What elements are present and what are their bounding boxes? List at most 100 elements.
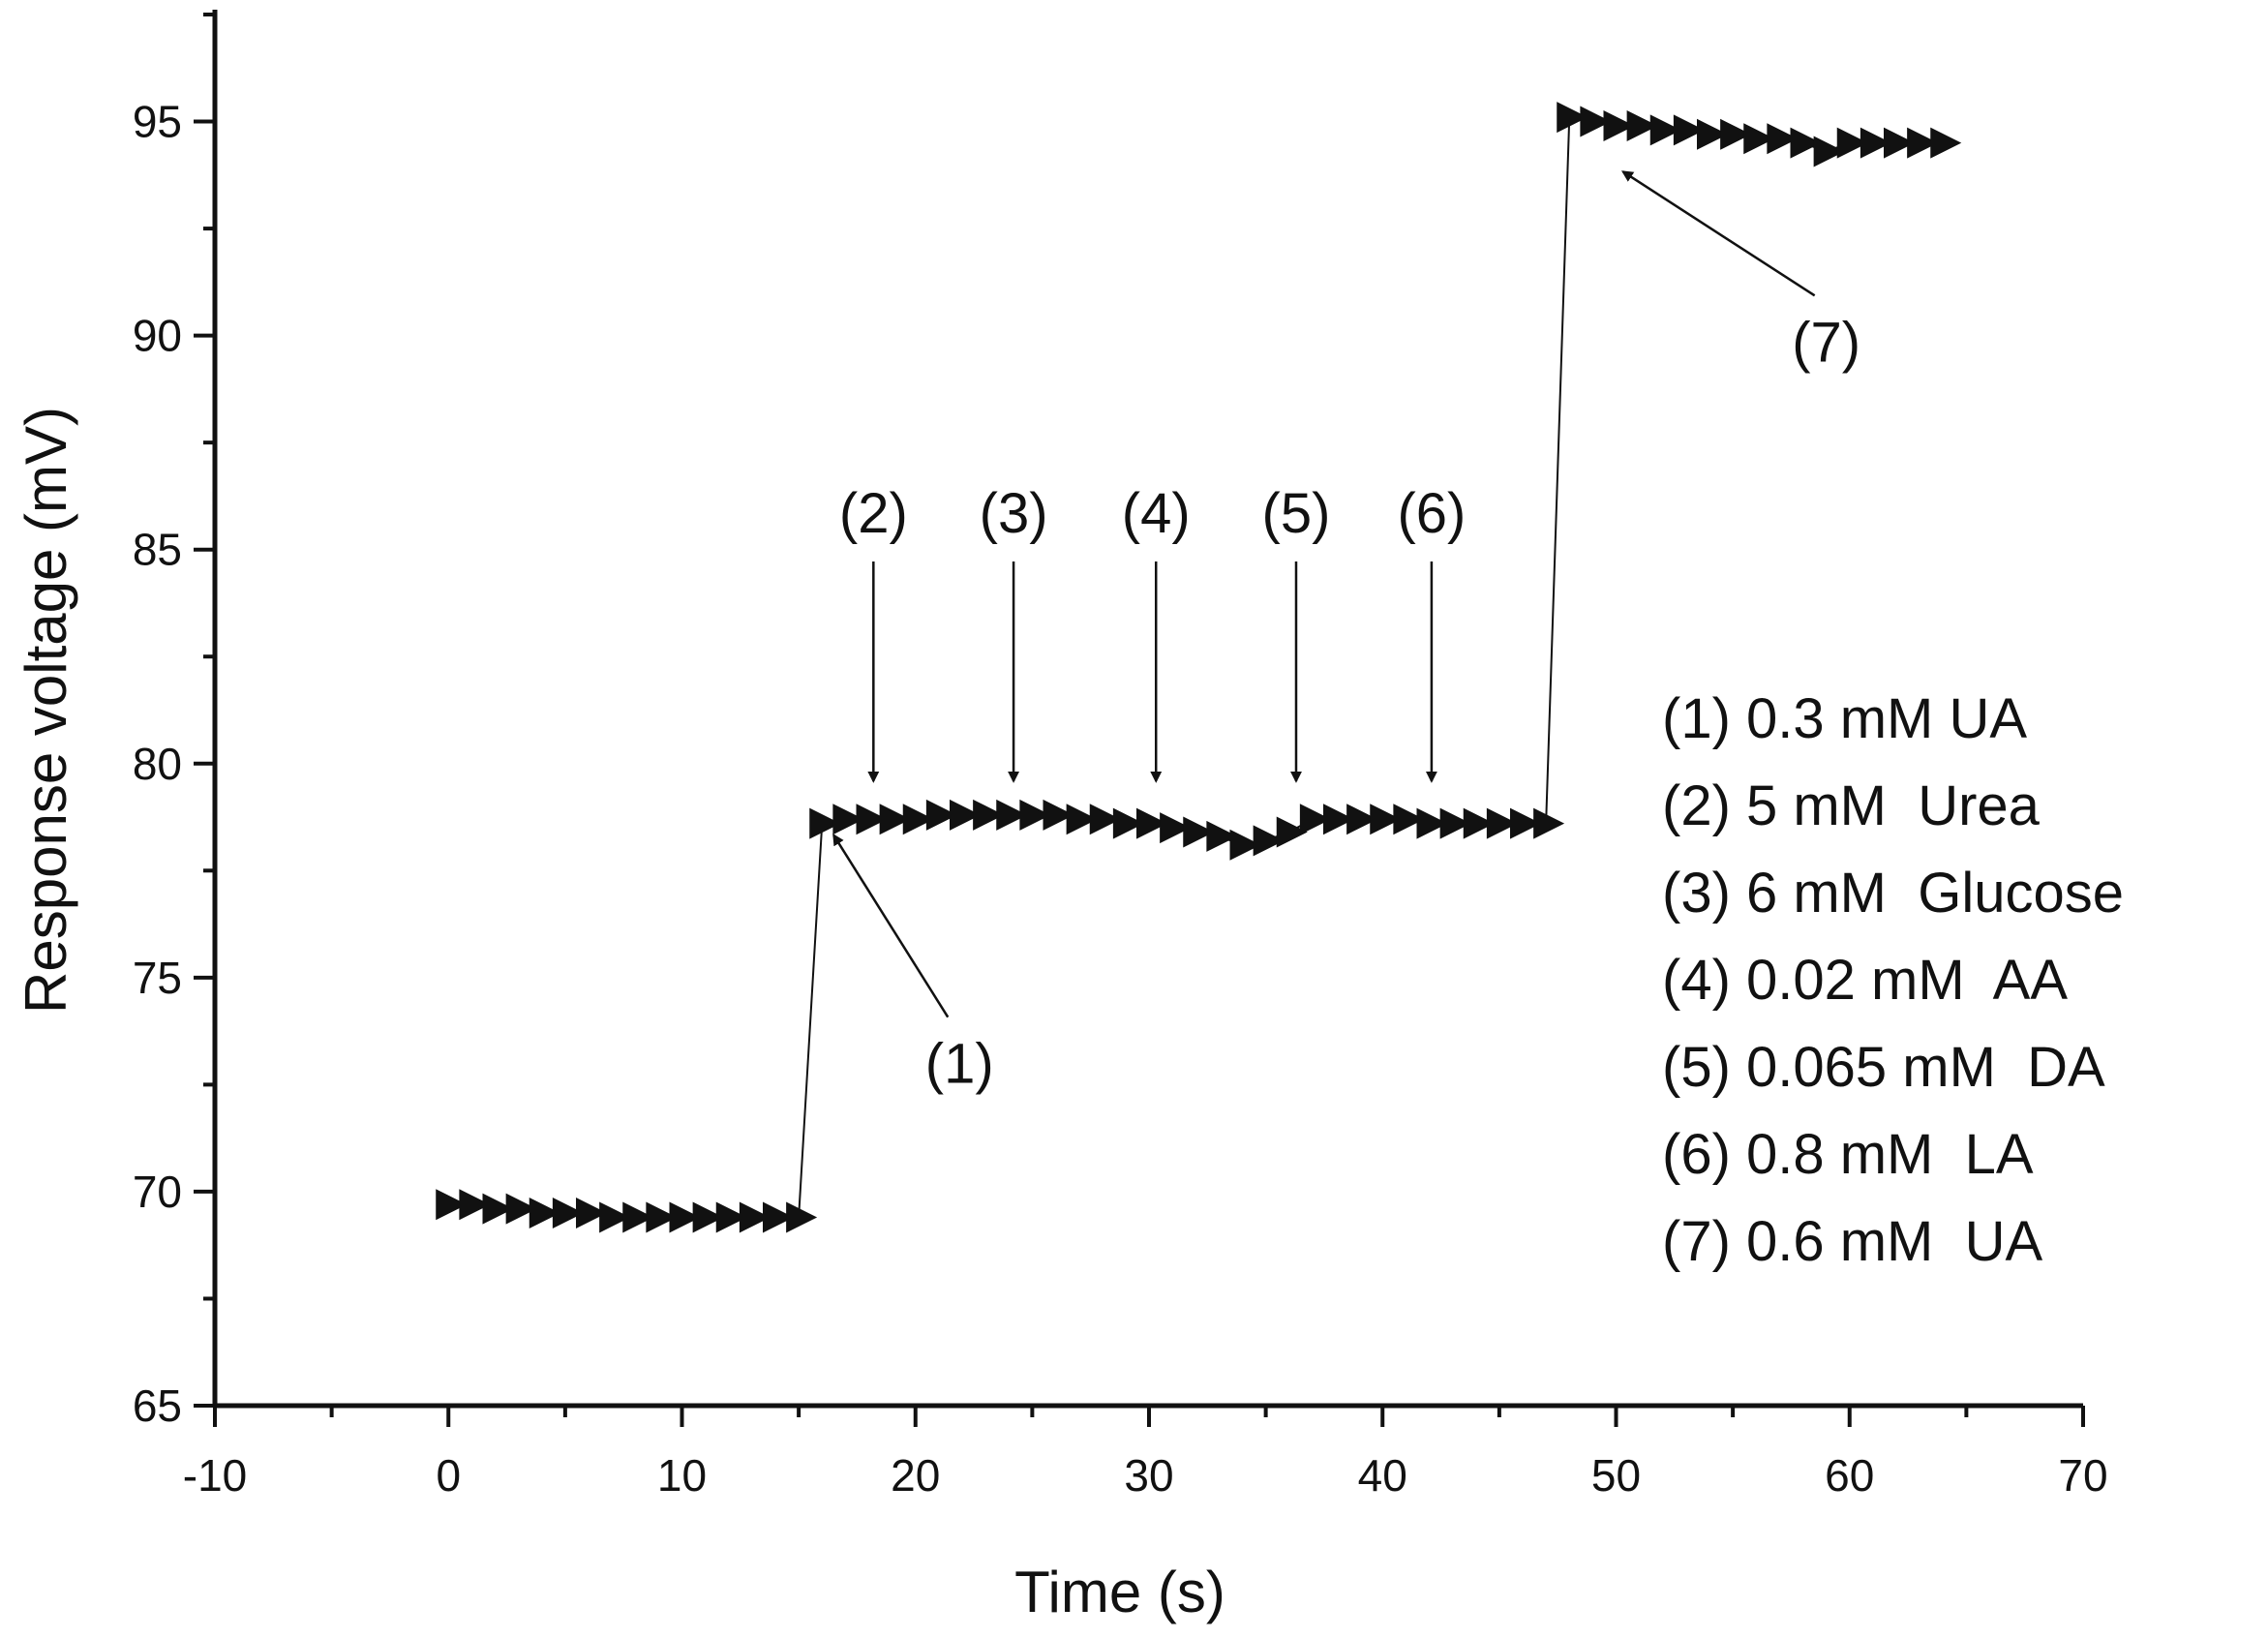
data-point [1439, 807, 1471, 839]
data-point [1673, 114, 1705, 146]
data-point [1346, 804, 1378, 835]
legend-entry: (3) 6 mM Glucose [1662, 862, 2124, 925]
data-point [1767, 123, 1799, 155]
annotation-label: (5) [1262, 482, 1331, 545]
data-point [832, 804, 864, 835]
data-point [856, 804, 888, 835]
data-point [1416, 807, 1448, 839]
data-point [1790, 127, 1822, 159]
data-point [646, 1201, 678, 1233]
annotation-label: (7) [1792, 311, 1860, 374]
data-point [1229, 829, 1261, 861]
data-point [879, 804, 911, 835]
data-point [1299, 804, 1331, 835]
data-point [1019, 799, 1051, 831]
data-point [1603, 109, 1635, 141]
data-point [552, 1198, 584, 1229]
annotation-arrow [832, 833, 950, 1018]
data-point [996, 799, 1028, 831]
data-point [1697, 118, 1728, 150]
series-markers [436, 102, 1962, 1233]
x-tick-label: 70 [2058, 1450, 2107, 1501]
x-axis-title: Time (s) [1014, 1560, 1225, 1624]
annotation-label: (1) [925, 1033, 994, 1096]
data-point [1533, 807, 1565, 839]
data-point [902, 804, 934, 835]
data-point [1836, 127, 1868, 159]
data-point [505, 1193, 537, 1225]
data-point [1743, 123, 1775, 155]
data-point [1136, 807, 1167, 839]
x-tick-label: 10 [657, 1450, 707, 1501]
data-point [1066, 804, 1098, 835]
data-point [482, 1193, 514, 1225]
x-tick-label: 40 [1358, 1450, 1407, 1501]
data-point [599, 1201, 631, 1233]
x-tick-label: 50 [1591, 1450, 1641, 1501]
data-point [1860, 127, 1891, 159]
data-point [739, 1201, 771, 1233]
legend: (1) 0.3 mM UA (2) 5 mM Urea (3) 6 mM Gluco… [1662, 687, 2124, 1273]
data-point [669, 1201, 701, 1233]
data-point [622, 1201, 654, 1233]
data-point [1626, 109, 1658, 141]
x-tick-label: 30 [1124, 1450, 1173, 1501]
data-point [1486, 807, 1518, 839]
y-axis-title: Response voltage (mV) [14, 407, 78, 1014]
y-tick-label: 80 [133, 739, 182, 789]
annotation-arrow [1620, 170, 1816, 297]
data-point [1043, 799, 1074, 831]
legend-entry: (6) 0.8 mM LA [1662, 1123, 2034, 1186]
axes: -10 0 10 20 30 40 50 60 70 65 70 75 80 85 90 95 Time (s)… [14, 10, 2108, 1624]
data-point [715, 1201, 747, 1233]
annotations: (1) (2) (3) (4) (5) (6) (7) [832, 170, 1860, 1096]
data-point [1089, 804, 1121, 835]
data-point [1907, 127, 1939, 159]
data-point [1206, 820, 1238, 852]
legend-entry: (7) 0.6 mM UA [1662, 1210, 2042, 1273]
y-tick-label: 90 [133, 311, 182, 361]
y-tick-label: 85 [133, 525, 182, 575]
annotation-label: (6) [1397, 482, 1466, 545]
data-point [1510, 807, 1541, 839]
x-tick-label: -10 [183, 1450, 247, 1501]
data-point [1183, 816, 1215, 848]
legend-entry: (1) 0.3 mM UA [1662, 687, 2027, 750]
annotation-label: (2) [839, 482, 908, 545]
data-point [1370, 804, 1402, 835]
annotation-label: (3) [980, 482, 1048, 545]
data-point [1557, 102, 1588, 134]
x-tick-label: 0 [436, 1450, 461, 1501]
y-tick-label: 75 [133, 953, 182, 1003]
data-point [1930, 127, 1962, 159]
data-point [973, 799, 1005, 831]
y-tick-label: 65 [133, 1380, 182, 1431]
legend-entry: (4) 0.02 mM AA [1662, 949, 2068, 1012]
data-point [763, 1201, 794, 1233]
data-point [809, 807, 841, 839]
data-point [1720, 118, 1752, 150]
data-point [436, 1189, 468, 1221]
data-point [1253, 825, 1285, 857]
data-point [576, 1198, 607, 1229]
x-tick-label: 60 [1825, 1450, 1874, 1501]
legend-entry: (5) 0.065 mM DA [1662, 1036, 2105, 1099]
data-point [786, 1201, 818, 1233]
y-tick-label: 70 [133, 1167, 182, 1217]
legend-entry: (2) 5 mM Urea [1662, 774, 2041, 837]
data-point [1160, 812, 1192, 844]
data-point [459, 1189, 491, 1221]
x-tick-label: 20 [891, 1450, 940, 1501]
data-point [1463, 807, 1495, 839]
data-point [529, 1198, 560, 1229]
y-tick-label: 95 [133, 97, 182, 147]
data-point [1813, 136, 1845, 167]
data-point [925, 799, 957, 831]
data-point [1112, 807, 1144, 839]
data-point [1276, 816, 1308, 848]
data-point [1323, 804, 1354, 835]
data-point [692, 1201, 724, 1233]
data-point [1649, 114, 1681, 146]
annotation-label: (4) [1122, 482, 1191, 545]
